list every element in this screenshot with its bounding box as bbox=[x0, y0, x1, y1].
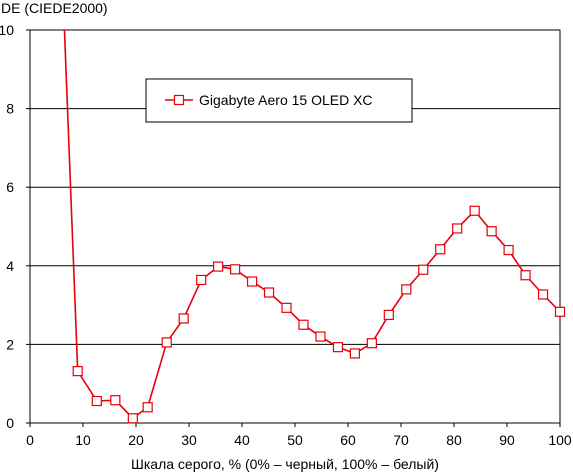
data-point bbox=[196, 274, 207, 286]
legend-marker bbox=[173, 94, 185, 106]
y-tick-label: 8 bbox=[6, 101, 14, 117]
x-tick-label: 50 bbox=[287, 432, 303, 448]
data-point bbox=[520, 270, 531, 281]
data-point bbox=[418, 264, 429, 275]
x-tick-label: 70 bbox=[393, 432, 409, 448]
x-tick-label: 60 bbox=[340, 432, 356, 448]
y-tick-label: 6 bbox=[6, 179, 14, 195]
data-point bbox=[230, 264, 241, 275]
y-axis-title: DE (CIEDE2000) bbox=[1, 0, 108, 16]
x-tick-label: 80 bbox=[446, 432, 462, 448]
data-point bbox=[72, 366, 83, 377]
data-point bbox=[281, 302, 292, 313]
x-tick-label: 10 bbox=[75, 432, 91, 448]
data-point bbox=[315, 331, 326, 342]
x-axis-title: Шкала серого, % (0% – черный, 100% – бел… bbox=[131, 456, 439, 472]
data-point bbox=[486, 226, 497, 237]
y-tick-label: 4 bbox=[6, 258, 14, 274]
data-point bbox=[332, 342, 344, 353]
series-layer bbox=[63, 29, 566, 424]
data-point bbox=[161, 337, 172, 348]
data-point bbox=[178, 313, 189, 324]
gridlines bbox=[30, 29, 560, 345]
data-point bbox=[142, 402, 153, 413]
x-tick-label: 90 bbox=[499, 432, 515, 448]
legend-label: Gigabyte Aero 15 OLED XC bbox=[199, 92, 373, 108]
y-tick-label: 0 bbox=[6, 415, 14, 431]
data-point bbox=[383, 309, 394, 321]
x-tick-label: 100 bbox=[548, 432, 572, 448]
data-point bbox=[110, 395, 121, 406]
data-point bbox=[298, 319, 309, 330]
data-point bbox=[127, 413, 138, 424]
data-point bbox=[469, 205, 480, 216]
data-point bbox=[213, 261, 224, 272]
legend: Gigabyte Aero 15 OLED XC bbox=[145, 78, 413, 123]
data-point bbox=[366, 338, 377, 349]
data-point bbox=[91, 395, 102, 407]
data-point bbox=[537, 289, 549, 300]
data-point bbox=[349, 348, 360, 359]
x-tick-label: 0 bbox=[26, 432, 34, 448]
data-point bbox=[503, 244, 514, 256]
y-tick-label: 2 bbox=[6, 336, 14, 352]
data-point bbox=[401, 284, 412, 295]
x-tick-label: 40 bbox=[234, 432, 250, 448]
x-tick-label: 30 bbox=[181, 432, 197, 448]
y-tick-label: 10 bbox=[0, 22, 14, 38]
data-point bbox=[554, 306, 566, 317]
data-point bbox=[246, 276, 258, 287]
data-point bbox=[263, 287, 275, 298]
data-point bbox=[435, 244, 446, 255]
x-tick-label: 20 bbox=[128, 432, 144, 448]
data-point bbox=[452, 223, 463, 234]
